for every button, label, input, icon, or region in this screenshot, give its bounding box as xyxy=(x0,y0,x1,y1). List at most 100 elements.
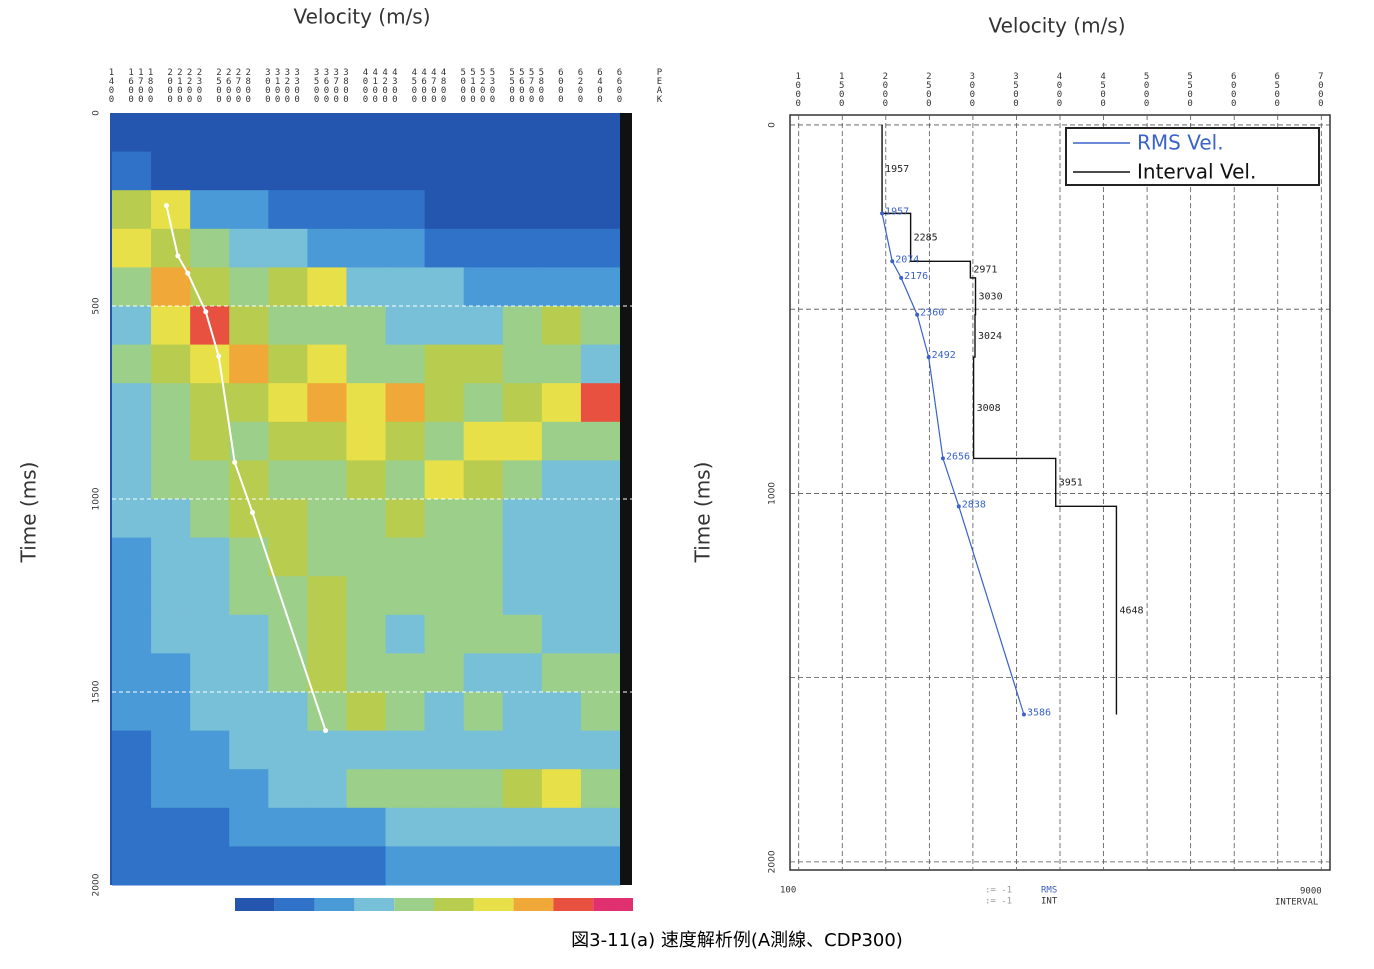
heatmap-cell xyxy=(424,190,465,230)
rms-point xyxy=(899,275,904,280)
heatmap-cell xyxy=(463,228,504,268)
heatmap-cell xyxy=(307,807,347,847)
heatmap-cell xyxy=(307,151,347,191)
x-tick-label: 3600 xyxy=(321,68,331,104)
heatmap-cell xyxy=(268,151,308,191)
heatmap-cell xyxy=(541,576,582,616)
heatmap-cell xyxy=(502,576,543,616)
heatmap-cell xyxy=(385,306,426,346)
x-tick-label: 3500 xyxy=(312,68,322,104)
x-tick-label: 4200 xyxy=(380,68,390,104)
heatmap-cell xyxy=(112,383,152,423)
x-tick-label: 6000 xyxy=(556,68,566,104)
heatmap-cell xyxy=(268,228,308,268)
heatmap-cell xyxy=(385,846,426,886)
y-tick-label: 1500 xyxy=(92,680,102,703)
x-tick-label: 2700 xyxy=(234,68,244,104)
heatmap-cell xyxy=(112,846,152,886)
heatmap-cell xyxy=(580,383,621,423)
heatmap-cell xyxy=(463,614,504,654)
heatmap-cell xyxy=(385,228,426,268)
interval-line xyxy=(881,124,1118,715)
rms-label: 2074 xyxy=(895,254,919,265)
heatmap-cell xyxy=(385,344,426,384)
heatmap-cell xyxy=(502,228,543,268)
heatmap-cell xyxy=(541,614,582,654)
heatmap-cell xyxy=(502,807,543,847)
heatmap-cell xyxy=(346,576,387,616)
x-tick-label: 4000 xyxy=(361,68,371,104)
colorbar-swatch xyxy=(434,898,474,911)
heatmap-cell xyxy=(151,537,191,577)
heatmap-cell xyxy=(151,730,191,770)
x-tick-label: 2200 xyxy=(185,68,195,104)
heatmap-cell xyxy=(541,807,582,847)
heatmap-cell xyxy=(307,653,347,693)
x-tick-label: 3300 xyxy=(292,68,302,104)
heatmap-cell xyxy=(229,769,269,809)
heatmap-cell xyxy=(580,267,621,307)
heatmap-cell xyxy=(502,614,543,654)
y-axis-label: Time (ms) xyxy=(17,462,41,564)
heatmap-cell xyxy=(346,228,387,268)
heatmap-cell xyxy=(229,113,269,153)
heatmap-cell xyxy=(580,460,621,500)
heatmap-cell xyxy=(112,267,152,307)
heatmap-cell xyxy=(268,421,308,461)
heatmap-cell xyxy=(112,113,152,153)
heatmap-cell xyxy=(268,730,308,770)
heatmap-cell xyxy=(541,537,582,577)
x-tick-label: 5500 xyxy=(1185,72,1195,108)
interval-label: 2971 xyxy=(973,265,997,276)
heatmap-cell xyxy=(268,267,308,307)
heatmap-cell xyxy=(463,344,504,384)
pick-point xyxy=(175,253,181,259)
x-tick-label: 6500 xyxy=(1272,72,1282,108)
footer-label: := -1 xyxy=(985,897,1012,907)
heatmap-cell xyxy=(463,151,504,191)
heatmap-cell xyxy=(229,306,269,346)
heatmap-cell xyxy=(424,113,465,153)
heatmap-cell xyxy=(502,730,543,770)
heatmap-cell xyxy=(502,421,543,461)
y-tick-label: 2000 xyxy=(92,873,102,896)
heatmap-cell xyxy=(190,692,230,732)
heatmap-cell xyxy=(229,151,269,191)
rms-label: 2492 xyxy=(932,350,956,361)
heatmap-cell xyxy=(268,576,308,616)
heatmap-cell xyxy=(112,344,152,384)
heatmap-cell xyxy=(463,499,504,539)
heatmap-cell xyxy=(190,730,230,770)
heatmap-cell xyxy=(580,421,621,461)
heatmap-cell xyxy=(346,383,387,423)
heatmap-cell xyxy=(424,614,465,654)
heatmap-cell xyxy=(112,692,152,732)
heatmap-cell xyxy=(346,807,387,847)
y-tick-label: 1000 xyxy=(768,482,778,505)
rms-label: 1957 xyxy=(885,206,909,217)
heatmap-cell xyxy=(151,460,191,500)
heatmap-cell xyxy=(424,807,465,847)
pick-line xyxy=(165,205,327,731)
heatmap-cell xyxy=(268,344,308,384)
heatmap-cell xyxy=(541,692,582,732)
heatmap-cell xyxy=(541,846,582,886)
heatmap-cell xyxy=(541,113,582,153)
x-tick-label: 5800 xyxy=(536,68,546,104)
heatmap-cell xyxy=(463,113,504,153)
rms-point xyxy=(940,456,945,461)
y-axis-label: Time (ms) xyxy=(691,462,715,564)
heatmap-cell xyxy=(151,653,191,693)
x-tick-label: 4700 xyxy=(429,68,439,104)
heatmap-cell xyxy=(502,267,543,307)
heatmap-cell xyxy=(346,344,387,384)
x-tick-label: 5100 xyxy=(468,68,478,104)
heatmap-cell xyxy=(385,537,426,577)
heatmap-cell xyxy=(346,769,387,809)
heatmap-cell xyxy=(580,846,621,886)
heatmap-cell xyxy=(307,537,347,577)
heatmap-cell xyxy=(307,267,347,307)
heatmap-cell xyxy=(190,344,230,384)
colorbar-swatch xyxy=(394,898,434,911)
heatmap-cell xyxy=(307,306,347,346)
